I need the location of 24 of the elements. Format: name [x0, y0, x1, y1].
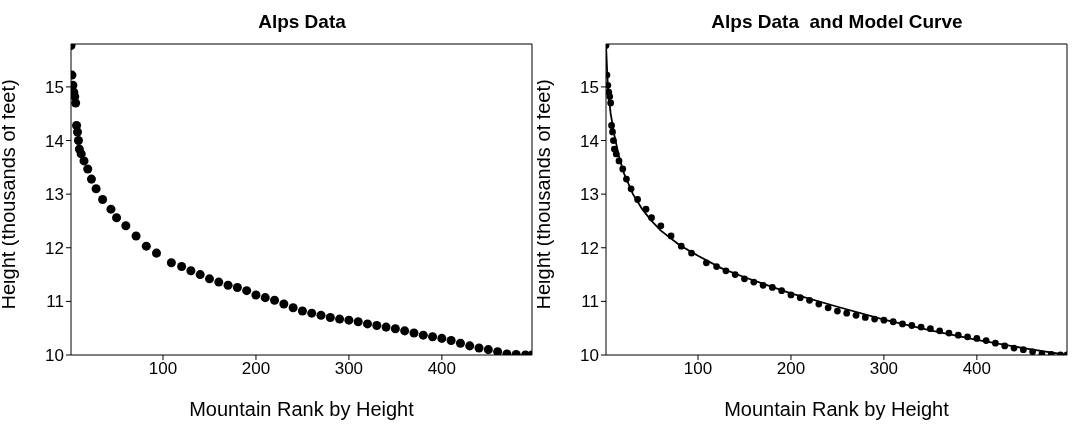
x-tick-label: 300 — [334, 359, 364, 379]
y-tick-label: 11 — [581, 292, 599, 312]
x-tick-label: 300 — [869, 359, 899, 379]
x-tick-label: 400 — [962, 359, 992, 379]
x-tick-label: 400 — [427, 359, 457, 379]
y-tick-label: 15 — [580, 77, 599, 97]
x-tick-label: 100 — [148, 359, 178, 379]
chart-title: Alps Data — [258, 11, 347, 32]
x-tick-label: 200 — [776, 359, 806, 379]
x-axis-title: Mountain Rank by Height — [724, 398, 950, 420]
y-tick-label: 14 — [45, 131, 64, 151]
y-tick-label: 13 — [45, 185, 64, 205]
y-tick-label: 12 — [580, 238, 599, 258]
y-tick-label: 10 — [45, 346, 64, 366]
chart-title: Alps Data and Model Curve — [711, 11, 963, 32]
x-tick-label: 100 — [683, 359, 713, 379]
y-tick-label: 11 — [46, 292, 64, 312]
y-tick-label: 15 — [45, 77, 64, 97]
y-tick-label: 13 — [580, 185, 599, 205]
y-tick-label: 12 — [45, 238, 64, 258]
x-axis-title: Mountain Rank by Height — [189, 398, 415, 420]
x-tick-label: 200 — [241, 359, 271, 379]
y-tick-label: 10 — [580, 346, 599, 366]
y-tick-label: 14 — [580, 131, 599, 151]
